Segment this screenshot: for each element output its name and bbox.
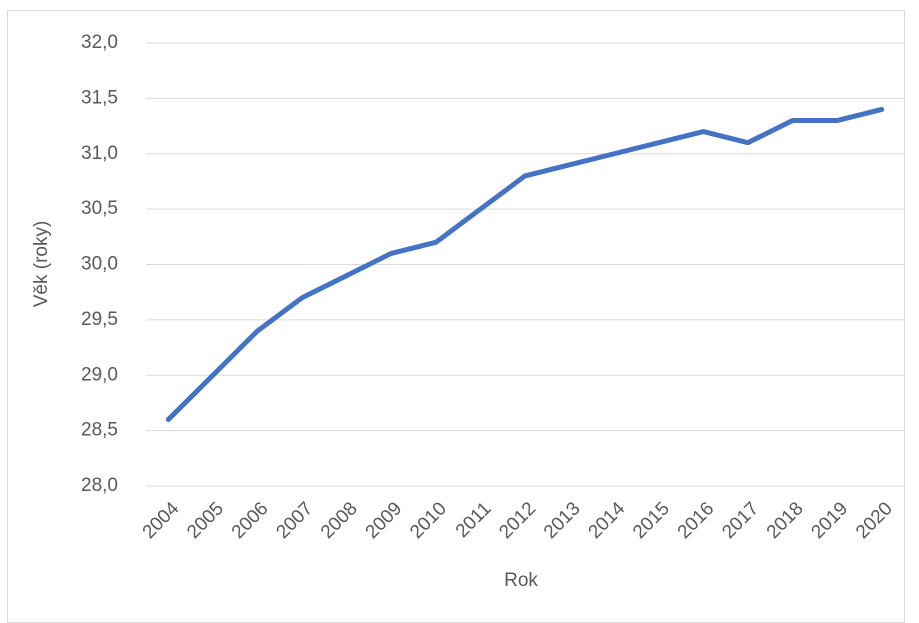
y-tick-label: 28,0 <box>81 475 118 496</box>
data-line <box>165 106 885 423</box>
y-tick-label: 30,5 <box>81 198 118 219</box>
x-axis-title: Rok <box>504 570 538 591</box>
chart-border <box>7 10 905 623</box>
y-tick-label: 31,0 <box>81 143 118 164</box>
y-tick-label: 29,5 <box>81 309 118 330</box>
y-tick-label: 32,0 <box>81 32 118 53</box>
y-tick-label: 31,5 <box>81 87 118 108</box>
y-axis-title: Věk (roky) <box>31 221 52 308</box>
y-tick-label: 29,0 <box>81 364 118 385</box>
y-tick-label: 28,5 <box>81 420 118 441</box>
y-tick-label: 30,0 <box>81 254 118 275</box>
